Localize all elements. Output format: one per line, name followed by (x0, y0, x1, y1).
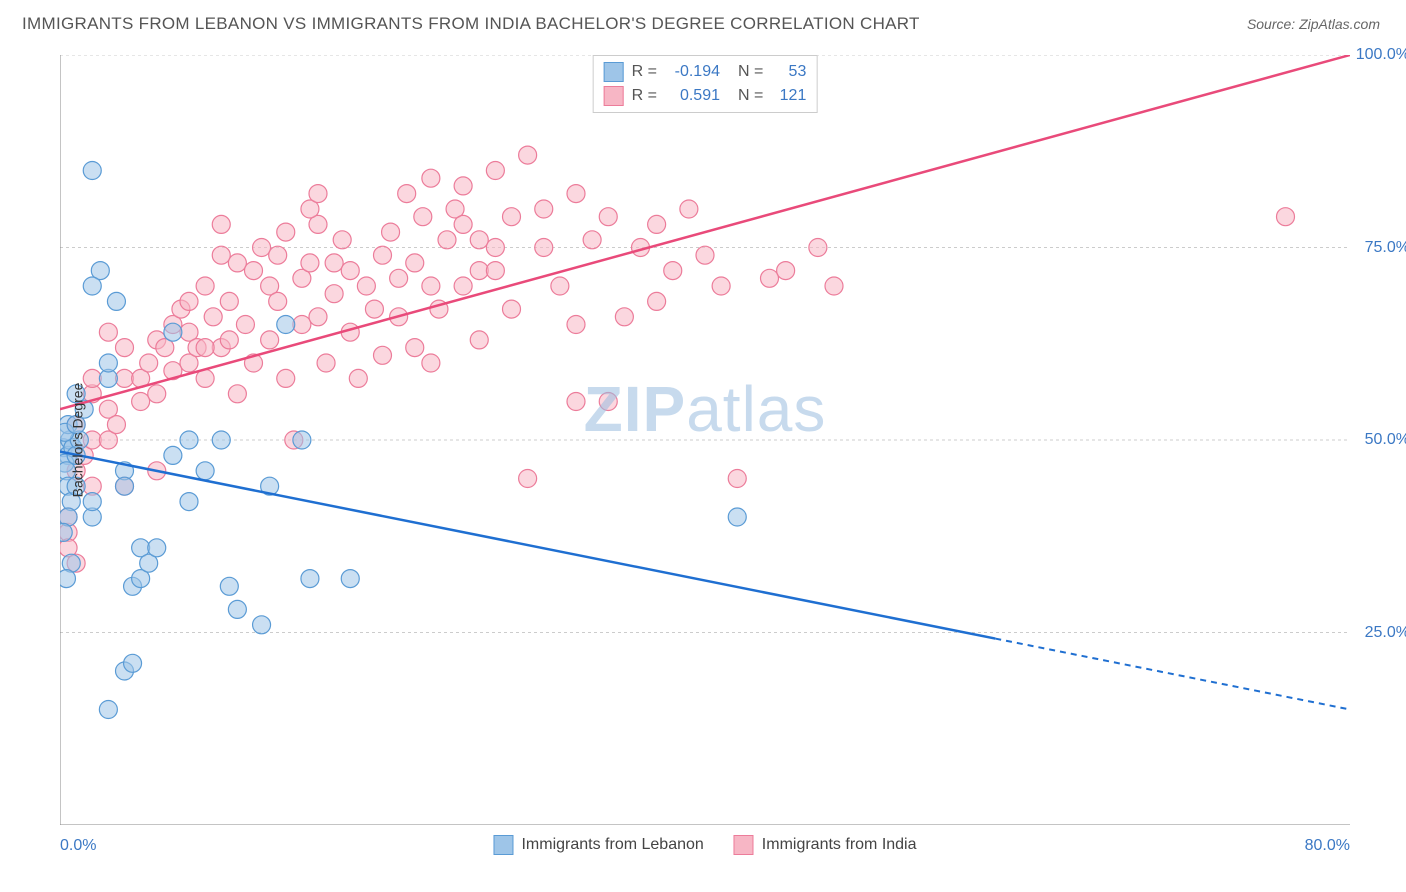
legend-label-india: Immigrants from India (762, 836, 917, 854)
n-value-india: 121 (771, 87, 806, 105)
r-label: R = (632, 63, 657, 81)
n-value-lebanon: 53 (771, 63, 806, 81)
swatch-india-legend (734, 835, 754, 855)
y-tick-label: 25.0% (1365, 624, 1406, 642)
legend-item-lebanon: Immigrants from Lebanon (493, 835, 703, 855)
legend-item-india: Immigrants from India (734, 835, 917, 855)
bottom-legend: Immigrants from Lebanon Immigrants from … (493, 835, 916, 855)
r-value-india: 0.591 (665, 87, 720, 105)
r-value-lebanon: -0.194 (665, 63, 720, 81)
n-label: N = (738, 63, 763, 81)
source-label: Source: ZipAtlas.com (1247, 16, 1380, 32)
x-tick-min: 0.0% (60, 837, 96, 855)
swatch-lebanon-legend (493, 835, 513, 855)
y-tick-label: 100.0% (1356, 46, 1406, 64)
y-tick-label: 50.0% (1365, 431, 1406, 449)
chart-title: IMMIGRANTS FROM LEBANON VS IMMIGRANTS FR… (22, 14, 920, 34)
stats-row-lebanon: R = -0.194 N = 53 (604, 60, 807, 84)
stats-box: R = -0.194 N = 53 R = 0.591 N = 121 (593, 55, 818, 113)
y-tick-label: 75.0% (1365, 239, 1406, 257)
plot-area: Bachelor's Degree ZIPatlas R = -0.194 N … (60, 55, 1350, 825)
swatch-india (604, 86, 624, 106)
chart-svg (60, 55, 1350, 825)
stats-row-india: R = 0.591 N = 121 (604, 84, 807, 108)
swatch-lebanon (604, 62, 624, 82)
legend-label-lebanon: Immigrants from Lebanon (521, 836, 703, 854)
r-label: R = (632, 87, 657, 105)
n-label: N = (738, 87, 763, 105)
y-axis-label: Bachelor's Degree (69, 383, 85, 498)
x-tick-max: 80.0% (1305, 837, 1350, 855)
